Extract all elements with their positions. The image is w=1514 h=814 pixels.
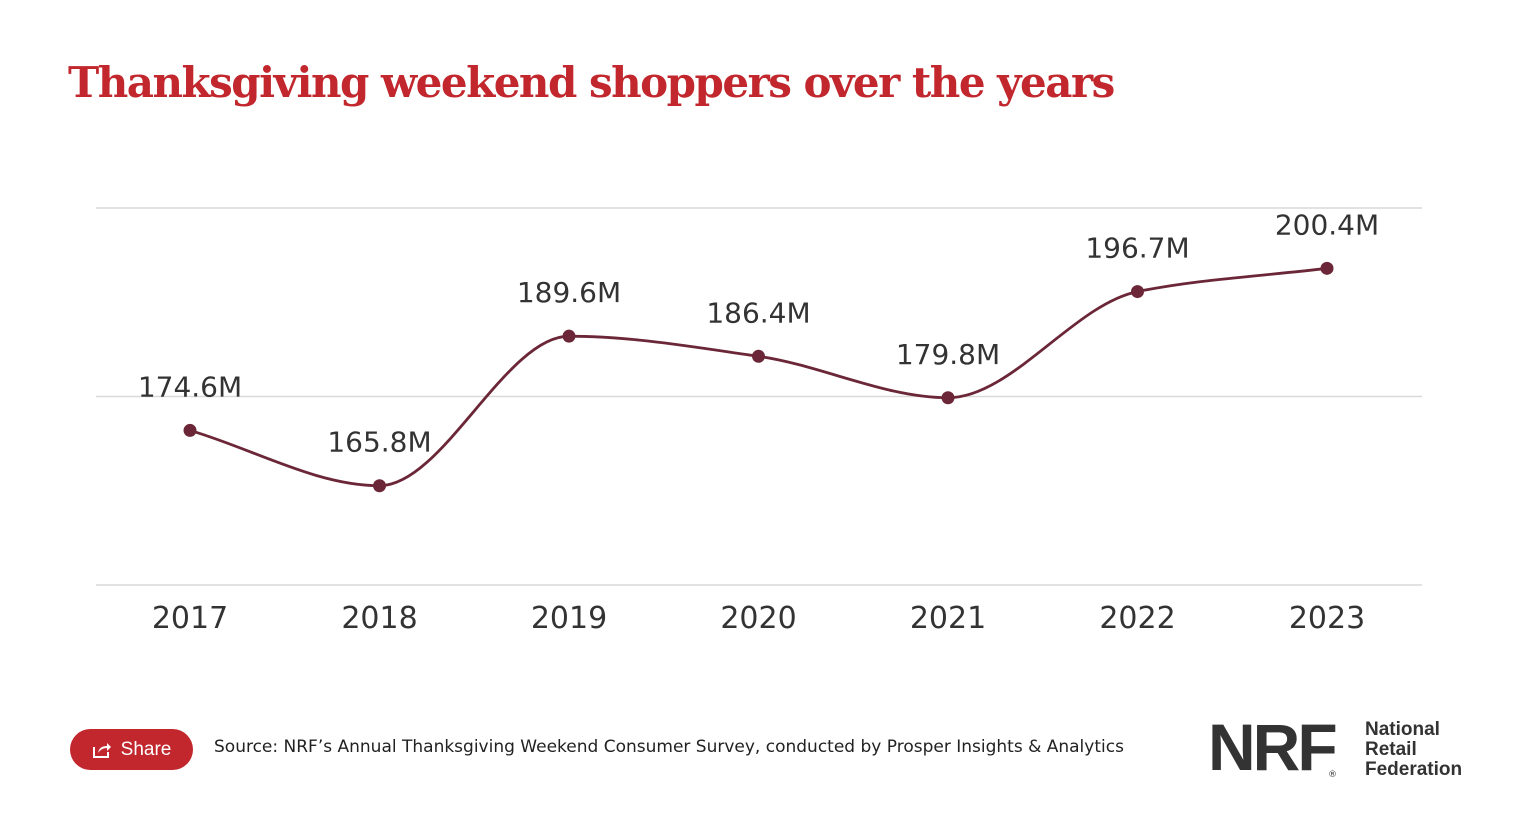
- data-label: 165.8M: [327, 426, 431, 459]
- x-tick-label: 2022: [1099, 601, 1175, 636]
- source-note: Source: NRF’s Annual Thanksgiving Weeken…: [214, 737, 1124, 757]
- data-label: 200.4M: [1275, 208, 1379, 241]
- data-point: [1320, 261, 1334, 275]
- logo-line-retail: Retail: [1365, 739, 1417, 760]
- logo-letters: NRF: [1208, 710, 1338, 784]
- data-point: [1131, 285, 1144, 299]
- x-tick-label: 2020: [720, 601, 796, 636]
- line-chart: 174.6M 165.8M 189.6M 186.4M 179.8M 196.7M 200.…: [96, 207, 1422, 636]
- data-points: [183, 261, 1334, 493]
- data-point: [183, 423, 197, 437]
- x-tick-label: 2017: [152, 601, 228, 636]
- share-label: Share: [120, 738, 172, 760]
- x-tick-label: 2021: [910, 601, 986, 636]
- x-tick-label: 2023: [1289, 601, 1365, 636]
- share-icon: [92, 741, 112, 759]
- chart-title: Thanksgiving weekend shoppers over the y…: [68, 58, 1115, 107]
- share-button[interactable]: Share: [70, 729, 193, 770]
- x-axis-tick-labels: 2017 2018 2019 2020 2021 2022 2023: [152, 601, 1365, 636]
- data-label: 196.7M: [1085, 232, 1189, 265]
- data-point: [941, 391, 955, 405]
- data-label: 189.6M: [517, 276, 621, 309]
- x-tick-label: 2019: [531, 601, 607, 636]
- logo-line-national: National: [1365, 719, 1440, 740]
- logo-line-federation: Federation: [1365, 759, 1463, 780]
- data-labels: 174.6M 165.8M 189.6M 186.4M 179.8M 196.7M 200.…: [138, 208, 1379, 458]
- gridlines: [96, 207, 1422, 586]
- data-label: 186.4M: [706, 296, 810, 329]
- data-point: [562, 329, 576, 343]
- data-point: [752, 349, 765, 363]
- data-label: 174.6M: [138, 370, 242, 403]
- x-tick-label: 2018: [341, 601, 417, 636]
- logo-registered-mark: ®: [1328, 770, 1337, 780]
- data-point: [373, 479, 386, 493]
- data-label: 179.8M: [896, 338, 1000, 371]
- logo-wordmark: National Retail Federation: [1365, 720, 1462, 780]
